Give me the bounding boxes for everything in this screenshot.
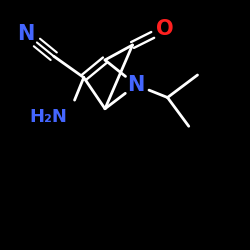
Text: N: N xyxy=(128,75,145,95)
Text: N: N xyxy=(18,24,35,44)
Text: O: O xyxy=(156,19,174,39)
Text: H₂N: H₂N xyxy=(30,108,68,126)
